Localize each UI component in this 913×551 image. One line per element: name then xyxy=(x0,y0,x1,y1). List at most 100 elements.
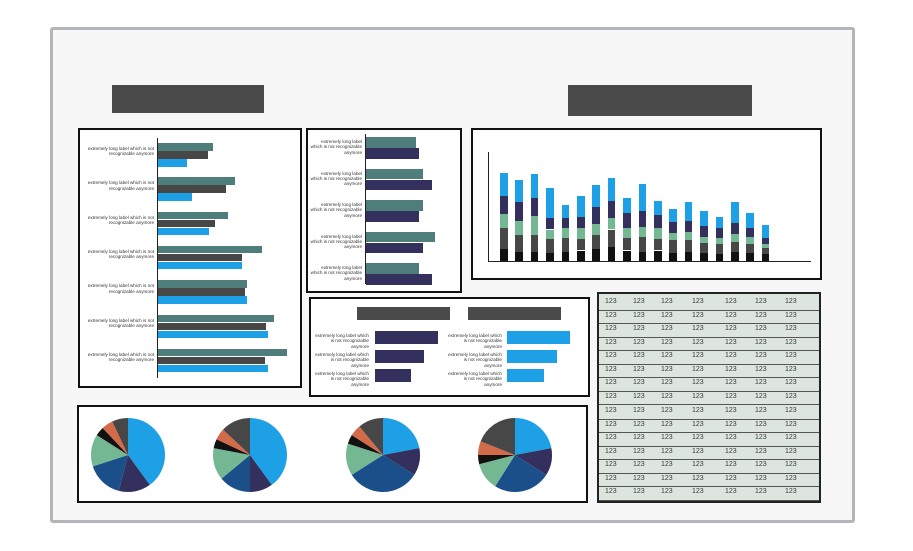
chart2-category-label: extremely long label which is not recogn… xyxy=(310,202,362,218)
chart1-bar xyxy=(158,364,268,373)
chart5-bar-segment xyxy=(577,195,585,217)
chart5-bar-segment xyxy=(577,216,585,229)
table-cell: 123 xyxy=(692,447,704,455)
pie-chart xyxy=(213,418,287,492)
table-cell: 123 xyxy=(633,407,645,414)
table-cell: 123 xyxy=(605,392,617,400)
chart2-bar xyxy=(366,148,419,159)
pie-slice xyxy=(383,418,420,455)
chart5-bar-segment xyxy=(715,244,724,254)
table-cell: 123 xyxy=(785,325,797,332)
chart4-bar xyxy=(507,331,570,344)
chart5-bar-segment xyxy=(561,205,570,218)
chart5-bar-segment xyxy=(515,202,523,222)
table-cell: 123 xyxy=(661,338,673,346)
chart5-bar-segment xyxy=(746,252,754,261)
chart5-bar-segment xyxy=(623,212,631,229)
table-cell: 123 xyxy=(605,488,617,495)
chart5-bar-segment xyxy=(500,195,508,214)
chart1-bar xyxy=(158,245,262,254)
table-cell: 123 xyxy=(633,474,645,482)
table-row: 123 123 123 123 123 123 123 xyxy=(599,310,819,325)
table-cell: 123 xyxy=(755,407,767,414)
table-cell: 123 xyxy=(755,311,767,319)
table-cell: 123 xyxy=(755,365,767,373)
chart5-bar-segment xyxy=(746,244,754,253)
chart5-bar-segment xyxy=(638,210,647,228)
table-cell: 123 xyxy=(755,488,767,495)
chart1-bar xyxy=(158,159,187,167)
table-cell: 123 xyxy=(785,352,797,359)
table-cell: 123 xyxy=(692,379,704,386)
chart5-bar-segment xyxy=(669,222,677,233)
table-cell: 123 xyxy=(785,407,797,414)
chart5-bar-segment xyxy=(623,198,631,213)
table-cell: 123 xyxy=(633,311,645,319)
chart5-bar-segment xyxy=(761,253,770,261)
chart1-category-label: extremely long label which is not recogn… xyxy=(87,146,154,157)
table-cell: 123 xyxy=(605,365,617,373)
chart5-bar-segment xyxy=(577,228,585,239)
table-cell: 123 xyxy=(605,461,617,468)
chart5-bar-segment xyxy=(654,238,662,251)
chart2-bar xyxy=(366,168,423,179)
chart2-bar xyxy=(366,137,416,148)
pie-slice xyxy=(347,435,383,455)
chart5-bar-segment xyxy=(530,173,539,198)
chart2-bar xyxy=(366,231,435,242)
table-cell: 123 xyxy=(661,311,673,319)
table-cell: 123 xyxy=(605,379,617,386)
chart5-bar-segment xyxy=(561,237,570,252)
chart2-bar xyxy=(366,211,419,222)
chart5-bar-segment xyxy=(546,252,554,261)
table-cell: 123 xyxy=(725,298,737,305)
chart5-bar-segment xyxy=(761,248,770,254)
chart1-bar xyxy=(158,314,274,322)
chart5-bar-segment xyxy=(638,227,647,237)
table-row: 123 123 123 123 123 123 123 xyxy=(599,323,819,338)
table-cell: 123 xyxy=(605,447,617,455)
table-row: 123 123 123 123 123 123 123 xyxy=(599,350,819,365)
table-cell: 123 xyxy=(633,461,645,468)
chart2-category-label: extremely long label which is not recogn… xyxy=(310,265,362,281)
chart1-bar xyxy=(158,288,245,296)
chart1-category-label: extremely long label which is not recogn… xyxy=(87,180,154,191)
chart5-bar-segment xyxy=(669,208,677,223)
table-cell: 123 xyxy=(755,338,767,346)
chart5-bar-segment xyxy=(746,236,754,245)
chart3-category-label: extremely long label which is not recogn… xyxy=(315,352,369,368)
table-cell: 123 xyxy=(605,338,617,346)
pie-slice xyxy=(112,418,128,455)
chart5-bar-segment xyxy=(700,252,708,261)
table-cell: 123 xyxy=(755,420,767,428)
chart2-axis xyxy=(365,134,366,284)
chart1-bar xyxy=(158,348,287,357)
table-cell: 123 xyxy=(725,379,737,386)
chart1-bar xyxy=(158,280,247,288)
chart5-bar-segment xyxy=(607,247,616,261)
chart5-bar-segment xyxy=(731,251,739,261)
pie-slice xyxy=(351,426,383,455)
pie-chart xyxy=(91,418,165,492)
table-cell: 123 xyxy=(633,298,645,305)
chart5-bar-segment xyxy=(761,244,770,249)
chart1-bar xyxy=(158,227,209,236)
table-cell: 123 xyxy=(692,407,704,414)
chart5-bar-segment xyxy=(731,233,739,243)
chart1-category-label: extremely long label which is not recogn… xyxy=(87,283,154,294)
chart5-bar-segment xyxy=(715,216,724,229)
table-row: 123 123 123 123 123 123 123 xyxy=(599,486,819,501)
chart2-bar xyxy=(366,263,419,274)
table-cell: 123 xyxy=(633,392,645,400)
chart1-category-label: extremely long label which is not recogn… xyxy=(87,351,154,363)
table-cell: 123 xyxy=(785,379,797,386)
table-cell: 123 xyxy=(755,434,767,441)
chart5-bar-segment xyxy=(700,210,708,227)
chart5-bar-segment xyxy=(546,238,554,253)
chart5-bar-segment xyxy=(577,238,585,251)
table-cell: 123 xyxy=(725,392,737,400)
table-row: 123 123 123 123 123 123 123 xyxy=(599,446,819,461)
chart5-bar-segment xyxy=(684,251,693,261)
pie-slice xyxy=(495,455,547,492)
chart5-bar-segment xyxy=(700,243,708,253)
